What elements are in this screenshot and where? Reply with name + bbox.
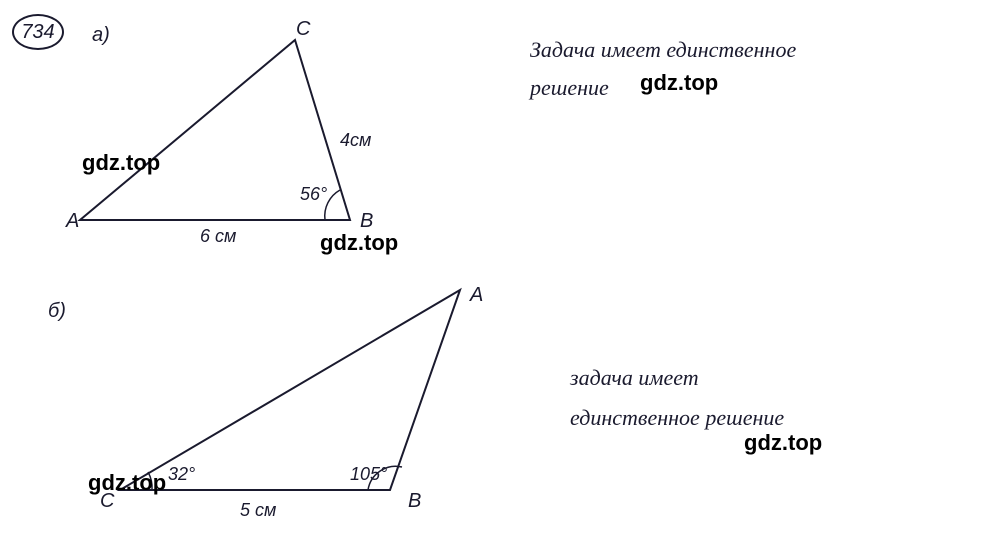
page: 734 а) A B C 4см 56° 6 см Задача имеет е… — [0, 0, 1000, 558]
solution-a-line1: Задача имеет единственное — [530, 32, 796, 67]
vertex-b-b: B — [408, 490, 421, 513]
watermark-1: gdz.top — [82, 150, 160, 176]
vertex-a-a: A — [66, 210, 79, 233]
side-bc-a: 4см — [340, 130, 371, 151]
problem-number: 734 — [21, 21, 54, 44]
side-ab-a: 6 см — [200, 226, 236, 247]
watermark-5: gdz.top — [744, 430, 822, 456]
vertex-a-c: C — [296, 18, 310, 41]
watermark-4: gdz.top — [88, 470, 166, 496]
solution-b-line1: задача имеет — [570, 360, 699, 395]
vertex-b-a: A — [470, 284, 483, 307]
side-cb-b: 5 см — [240, 500, 276, 521]
part-b-label: б) — [48, 300, 66, 323]
angle-c-b: 32° — [168, 464, 195, 485]
solution-a-line2: решение — [530, 70, 609, 105]
watermark-3: gdz.top — [320, 230, 398, 256]
problem-number-circle: 734 — [12, 14, 64, 50]
angle-b-b: 105° — [350, 464, 387, 485]
angle-b-a: 56° — [300, 184, 327, 205]
watermark-2: gdz.top — [640, 70, 718, 96]
